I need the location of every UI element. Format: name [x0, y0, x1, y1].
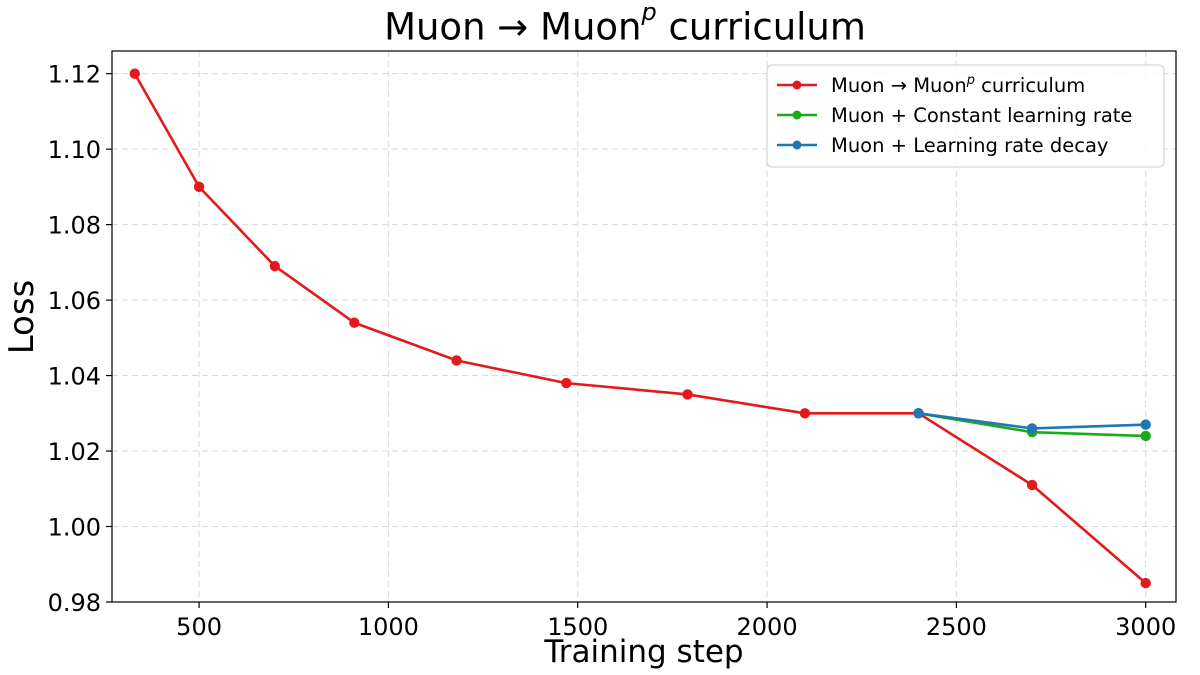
x-axis-label: Training step: [544, 634, 744, 670]
series-2-point-1: [1026, 423, 1038, 434]
x-tick-label-0: 500: [176, 613, 222, 641]
legend-box: [766, 64, 1165, 168]
series-0-point-1: [193, 181, 205, 193]
y-tick-label-3: 1.04: [48, 363, 101, 391]
legend-label-1: Muon + Constant learning rate: [831, 104, 1132, 127]
legend-label-2: Muon + Learning rate decay: [831, 134, 1108, 157]
y-tick-label-7: 1.12: [48, 61, 101, 89]
x-tick-label-5: 3000: [1115, 613, 1176, 641]
legend-marker-1: [792, 110, 802, 120]
series-0-point-2: [269, 260, 281, 272]
x-tick-label-3: 2000: [737, 613, 798, 641]
chart-title-superscript: p: [641, 0, 657, 26]
x-tick-label-2: 1500: [547, 613, 608, 641]
chart-title-suffix: curriculum: [656, 5, 866, 49]
series-0-point-6: [682, 389, 693, 400]
legend-marker-0: [792, 80, 802, 90]
series-0-point-4: [451, 355, 462, 366]
y-axis-label: Loss: [2, 279, 42, 355]
x-tick-label-1: 1000: [358, 613, 419, 641]
series-2-point-2: [1140, 419, 1151, 430]
series-0-point-10: [1140, 577, 1151, 589]
series-0-point-7: [799, 408, 811, 419]
y-tick-label-5: 1.08: [48, 212, 101, 240]
series-0-point-0: [129, 68, 140, 79]
y-tick-label-4: 1.06: [48, 287, 101, 315]
y-tick-label-1: 1.00: [48, 514, 101, 542]
x-tick-label-4: 2500: [926, 613, 987, 641]
y-tick-label-0: 0.98: [48, 589, 101, 617]
chart-title-main: Muon → Muon: [384, 5, 642, 49]
chart-title: Muon → Muonp curriculum: [0, 0, 1200, 49]
legend-label-0: Muon → Muonp curriculum: [831, 73, 1085, 97]
series-0-point-9: [1026, 479, 1038, 491]
legend-marker-2: [792, 140, 802, 150]
axes-frame: [111, 50, 1177, 603]
y-tick-label-6: 1.10: [48, 136, 101, 164]
series-0-point-5: [561, 377, 572, 389]
series-0-point-3: [349, 317, 360, 328]
series-2-point-0: [913, 408, 924, 419]
series-1-point-2: [1140, 430, 1151, 442]
y-tick-label-2: 1.02: [48, 438, 101, 466]
